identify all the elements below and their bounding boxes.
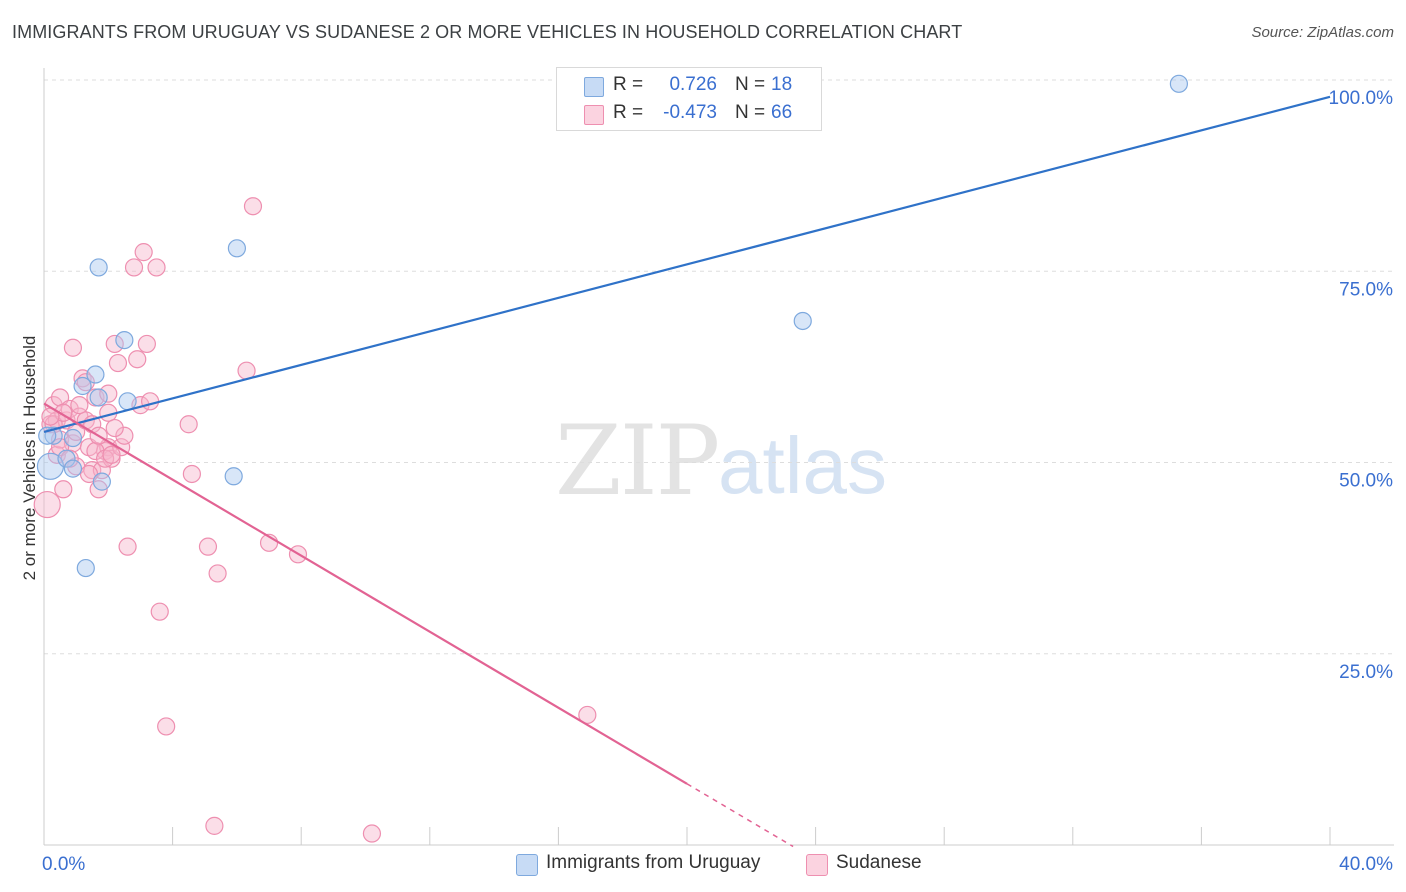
n-value: 66 — [771, 102, 793, 123]
watermark-zip: ZIP — [555, 405, 720, 517]
sudanese-point — [63, 338, 83, 357]
x-tick-label: 0.0% — [42, 854, 85, 875]
legend-label: Sudanese — [836, 852, 922, 873]
uruguay-point — [1169, 74, 1188, 93]
uruguay-point — [92, 472, 111, 491]
sudanese-point — [54, 480, 73, 499]
sudanese-point — [147, 258, 166, 277]
x-tick-label: 40.0% — [1339, 854, 1393, 875]
watermark-atlas: atlas — [718, 421, 887, 510]
sudanese-point — [105, 418, 124, 438]
y-tick-label: 50.0% — [1339, 471, 1393, 492]
r-value: 0.726 — [669, 74, 717, 95]
sudanese-point — [33, 490, 61, 519]
sudanese-point — [124, 258, 144, 277]
y-tick-label: 100.0% — [1329, 88, 1394, 109]
sudanese-point — [198, 537, 218, 556]
sudanese-point — [140, 392, 160, 411]
stats-row-uruguay: R = 0.726 N = 18 — [557, 71, 821, 101]
uruguay-point — [38, 426, 57, 445]
sudanese-point — [115, 426, 134, 445]
sudanese-point — [243, 197, 263, 216]
uruguay-point — [227, 239, 246, 258]
n-value: 18 — [771, 74, 793, 95]
r-value: -0.473 — [663, 102, 717, 123]
sudanese-point — [105, 334, 124, 354]
stats-legend: R = 0.726 N = 18 R = -0.473 N = 66 — [556, 67, 822, 131]
uruguay-point — [73, 376, 92, 396]
sudanese-point — [362, 824, 382, 843]
sudanese-point — [99, 384, 118, 403]
sudanese-trend-extension — [686, 783, 794, 848]
source-credit: Source: ZipAtlas.com — [1251, 24, 1394, 41]
uruguay-point — [86, 365, 105, 384]
sudanese-point — [578, 705, 597, 725]
sudanese-point — [137, 334, 156, 354]
sudanese-point — [118, 537, 137, 556]
legend-label: Immigrants from Uruguay — [546, 852, 761, 873]
sudanese-legend-swatch — [806, 854, 828, 876]
sudanese-point — [70, 396, 89, 415]
uruguay-point — [793, 311, 812, 331]
r-label: R = — [613, 102, 644, 123]
uruguay-point — [118, 392, 137, 411]
y-tick-label: 75.0% — [1339, 279, 1393, 300]
sudanese-point — [182, 464, 201, 484]
uruguay-trend-line — [43, 95, 1331, 433]
sudanese-point — [179, 415, 198, 434]
uruguay-point — [224, 467, 243, 486]
sudanese-point — [157, 717, 176, 736]
stats-row-sudanese: R = -0.473 N = 66 — [557, 99, 821, 129]
uruguay-point — [63, 459, 83, 478]
sudanese-point — [134, 243, 153, 262]
chart-title: IMMIGRANTS FROM URUGUAY VS SUDANESE 2 OR… — [12, 22, 963, 42]
series-legend: Immigrants from Uruguay Sudanese — [0, 852, 1406, 878]
r-label: R = — [613, 74, 644, 95]
uruguay-swatch — [584, 77, 604, 97]
y-tick-label: 25.0% — [1339, 662, 1393, 683]
sudanese-point — [108, 353, 128, 373]
uruguay-point — [57, 449, 76, 468]
uruguay-point — [63, 428, 83, 448]
sudanese-point — [208, 564, 227, 583]
sudanese-trend-line — [43, 402, 688, 785]
sudanese-point — [128, 350, 147, 369]
uruguay-point — [89, 258, 108, 277]
sudanese-point — [205, 816, 224, 835]
sudanese-point — [150, 602, 169, 621]
sudanese-point — [102, 445, 121, 464]
n-label: N = — [735, 102, 766, 123]
uruguay-legend-swatch — [516, 854, 538, 876]
uruguay-point — [89, 388, 108, 407]
uruguay-point — [115, 331, 134, 350]
n-label: N = — [735, 74, 766, 95]
sudanese-swatch — [584, 105, 604, 125]
uruguay-point — [76, 558, 95, 578]
